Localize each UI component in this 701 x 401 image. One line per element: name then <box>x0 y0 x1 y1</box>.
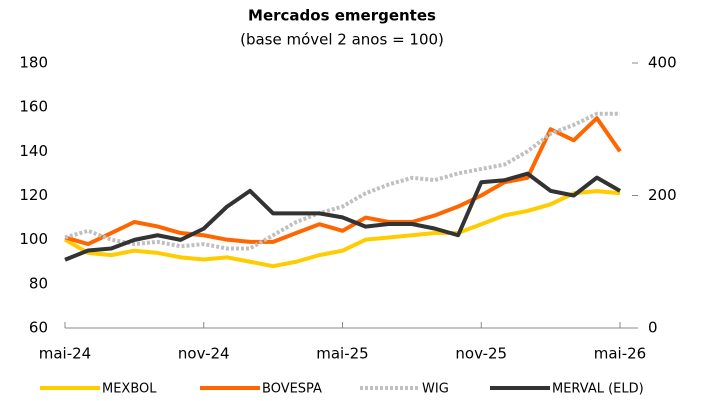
series-line <box>64 171 621 262</box>
y-tick-label: 80 <box>29 274 48 292</box>
legend-label: MEXBOL <box>102 382 157 397</box>
y-tick-label: 140 <box>19 142 48 160</box>
chart-title: Mercados emergentes <box>248 7 436 25</box>
y-tick-label: 160 <box>19 98 48 116</box>
x-tick-label: mai-26 <box>594 345 646 363</box>
series-line <box>64 111 620 251</box>
legend-label: WIG <box>422 382 449 397</box>
x-tick-label: mai-24 <box>39 345 91 363</box>
y2-tick-label: 200 <box>648 186 677 204</box>
y2-tick-label: 0 <box>648 319 658 337</box>
series-line <box>64 189 621 269</box>
legend-label: MERVAL (ELD) <box>552 382 644 397</box>
y-tick-label: 120 <box>19 186 48 204</box>
x-tick-label: nov-25 <box>455 345 507 363</box>
x-tick-label: mai-25 <box>316 345 368 363</box>
legend-label: BOVESPA <box>262 382 322 397</box>
series-line <box>64 116 622 247</box>
y-tick-label: 180 <box>19 54 48 72</box>
chart-subtitle: (base móvel 2 anos = 100) <box>240 31 444 49</box>
y-tick-label: 60 <box>29 319 48 337</box>
y-tick-label: 100 <box>19 230 48 248</box>
y2-tick-label: 400 <box>648 54 677 72</box>
x-tick-label: nov-24 <box>178 345 230 363</box>
